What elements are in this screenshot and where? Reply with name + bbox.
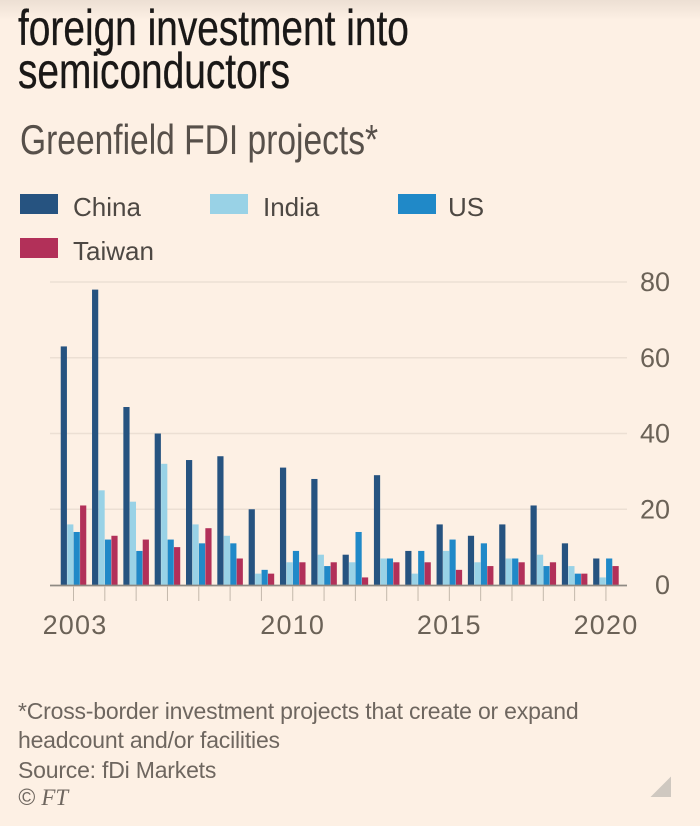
svg-text:20: 20: [640, 494, 670, 524]
svg-text:2003: 2003: [43, 610, 108, 640]
svg-text:0: 0: [655, 570, 670, 600]
svg-text:2010: 2010: [260, 610, 325, 640]
svg-text:60: 60: [640, 343, 670, 373]
svg-text:40: 40: [640, 419, 670, 449]
svg-text:80: 80: [640, 267, 670, 297]
svg-text:2015: 2015: [417, 610, 482, 640]
svg-text:2020: 2020: [574, 610, 639, 640]
